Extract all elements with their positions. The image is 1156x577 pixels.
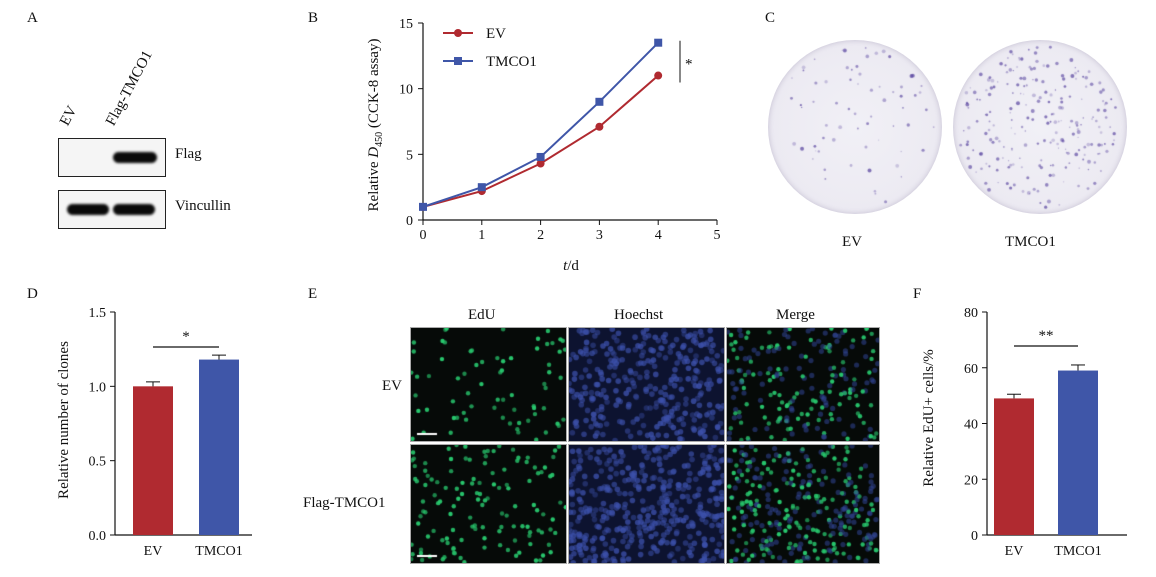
chart-f-ytick-label: 60 xyxy=(964,362,978,377)
panel-c-label: C xyxy=(765,10,776,26)
panel-a-label: A xyxy=(27,10,38,26)
chart-b-legend-label: EV xyxy=(486,26,506,42)
chart-f-bar-ev xyxy=(994,398,1034,535)
chart-b-xtick-label: 3 xyxy=(596,228,603,243)
chart-b-point-ev xyxy=(536,159,545,168)
chart-d-ytick-label: 0.0 xyxy=(89,529,107,544)
panel-b-label: B xyxy=(308,10,319,26)
vinculin-band-ev xyxy=(67,204,109,215)
row-label-flag-tmco1: Flag-TMCO1 xyxy=(303,495,386,511)
dish-label-tmco1: TMCO1 xyxy=(1005,234,1056,250)
chart-b-line-ev xyxy=(422,74,659,208)
chart-b-ytick-label: 10 xyxy=(399,83,413,98)
chart-b-legend-marker xyxy=(454,57,462,65)
chart-d: 0.0 0.5 1.0 1.5 EV TMCO1 * Relative number of … xyxy=(56,306,252,559)
chart-d-ytick-label: 0.5 xyxy=(89,455,107,470)
chart-d-ytick-label: 1.5 xyxy=(89,306,107,321)
chart-f-sig-star: ** xyxy=(1039,328,1054,344)
chart-b-point-tmco1 xyxy=(477,183,486,192)
chart-b-point-tmco1 xyxy=(536,152,545,161)
chart-b-xtick-label: 0 xyxy=(420,228,427,243)
chart-b: 0 5 10 15 0 1 2 3 4 5 EV TMCO1 * Relative D450 (CCK-… xyxy=(366,17,721,274)
lane-label-flag-tmco1: Flag-TMCO1 xyxy=(102,48,156,129)
chart-b-xtick-label: 4 xyxy=(655,228,662,243)
chart-f: 0 20 40 60 80 EV TMCO1 ** Relative EdU+ cells/% xyxy=(921,306,1127,559)
chart-d-ylabel: Relative number of clones xyxy=(56,341,72,499)
panel-e-label: E xyxy=(308,286,318,302)
western-blot-vinculin xyxy=(58,190,166,229)
chart-f-ytick-label: 40 xyxy=(964,418,978,433)
chart-f-ytick-label: 80 xyxy=(964,306,978,321)
column-label-merge: Merge xyxy=(776,307,815,323)
chart-d-xtick-label: TMCO1 xyxy=(195,544,242,559)
micrograph-edu-flag-tmco1 xyxy=(410,444,567,564)
micrograph-merge-ev xyxy=(726,327,880,442)
blot-label-flag: Flag xyxy=(175,146,202,162)
chart-f-xtick-label: TMCO1 xyxy=(1054,544,1101,559)
chart-b-ytick-label: 15 xyxy=(399,17,413,32)
chart-b-ytick-label: 5 xyxy=(406,148,413,163)
chart-d-bar-tmco1 xyxy=(199,359,239,535)
chart-d-sig-star: * xyxy=(182,329,190,345)
chart-d-bar-ev xyxy=(133,386,173,535)
chart-b-point-tmco1 xyxy=(595,97,604,106)
chart-b-xtick-label: 1 xyxy=(478,228,485,243)
chart-f-ytick-label: 0 xyxy=(971,529,978,544)
chart-f-ytick-label: 20 xyxy=(964,473,978,488)
chart-b-point-tmco1 xyxy=(419,202,427,211)
chart-b-ylabel: Relative D450 (CCK-8 assay) xyxy=(366,39,385,212)
chart-f-ylabel: Relative EdU+ cells/% xyxy=(921,349,937,487)
chart-d-xtick-label: EV xyxy=(144,544,163,559)
lane-label-ev: EV xyxy=(56,103,81,129)
micrograph-merge-flag-tmco1 xyxy=(726,444,880,564)
chart-b-xlabel: t/d xyxy=(563,258,579,274)
chart-b-point-ev xyxy=(654,71,663,80)
micrograph-edu-ev xyxy=(410,327,567,442)
flag-band-tmco1 xyxy=(113,152,157,163)
panel-d-label: D xyxy=(27,286,38,302)
chart-f-xtick-label: EV xyxy=(1005,544,1024,559)
chart-d-ytick-label: 1.0 xyxy=(89,380,107,395)
chart-b-legend-label: TMCO1 xyxy=(486,54,537,70)
dish-label-ev: EV xyxy=(842,234,862,250)
chart-b-xtick-label: 5 xyxy=(714,228,721,243)
micrograph-hoechst-ev xyxy=(568,327,725,442)
chart-b-point-tmco1 xyxy=(654,38,663,47)
western-blot-flag xyxy=(58,138,166,177)
micrograph-hoechst-flag-tmco1 xyxy=(568,444,725,564)
column-label-edu: EdU xyxy=(468,307,496,323)
blot-label-vinculin: Vincullin xyxy=(175,198,231,214)
chart-f-bar-tmco1 xyxy=(1058,370,1098,535)
row-label-ev: EV xyxy=(382,378,402,394)
chart-b-xtick-label: 2 xyxy=(537,228,544,243)
chart-b-sig-star: * xyxy=(685,57,693,73)
colony-dish-tmco1 xyxy=(953,40,1127,214)
colony-dish-ev xyxy=(768,40,942,214)
panel-f-label: F xyxy=(913,286,922,302)
chart-b-ytick-label: 0 xyxy=(406,214,413,229)
vinculin-band-tmco1 xyxy=(113,204,155,215)
chart-b-line-tmco1 xyxy=(422,41,659,208)
chart-b-legend-marker xyxy=(454,29,462,37)
chart-b-point-ev xyxy=(595,122,604,131)
column-label-hoechst: Hoechst xyxy=(614,307,664,323)
